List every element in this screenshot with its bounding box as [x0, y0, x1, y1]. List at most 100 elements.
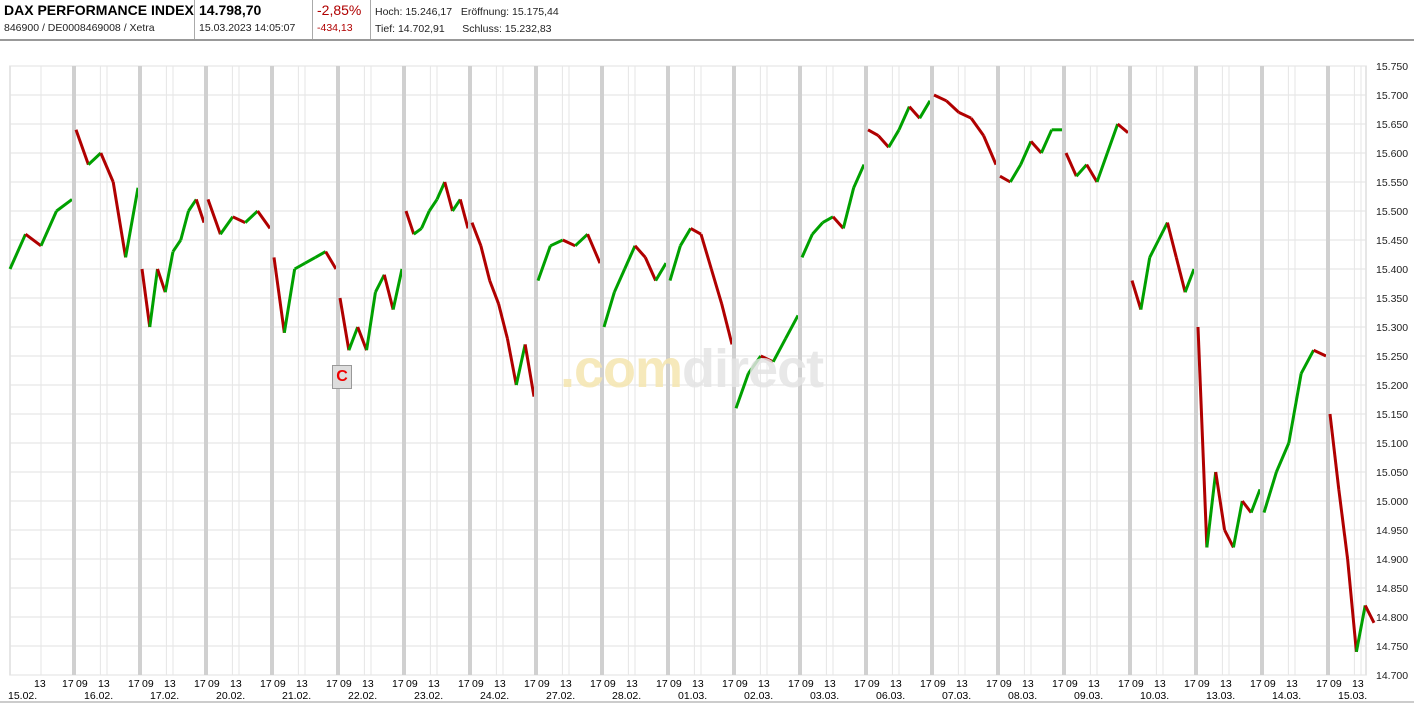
x-hour-label: 17 [1184, 678, 1196, 690]
x-date-label: 03.03. [810, 690, 839, 702]
y-tick-label: 15.250 [1376, 351, 1408, 363]
price-segment [586, 233, 602, 264]
y-tick-label: 14.750 [1376, 641, 1408, 653]
x-hour-label: 17 [458, 678, 470, 690]
x-hour-label: 13 [296, 678, 308, 690]
y-tick-label: 15.700 [1376, 90, 1408, 102]
price-segment [654, 262, 668, 282]
x-date-label: 15.02. [8, 690, 37, 702]
price-segment [887, 129, 901, 148]
price-segment [39, 210, 58, 247]
high-value: Hoch: 15.246,17 [375, 6, 453, 18]
y-tick-label: 15.550 [1376, 177, 1408, 189]
price-segment [877, 134, 890, 149]
price-segment [1075, 163, 1088, 178]
quote-header: DAX PERFORMANCE INDEX 846900 / DE0008469… [0, 0, 1414, 41]
price-segment [760, 354, 774, 364]
price-segment [148, 268, 159, 328]
price-segment [852, 163, 866, 189]
price-segment [1241, 500, 1253, 514]
x-hour-label: 17 [788, 678, 800, 690]
price-segment [171, 239, 182, 253]
x-hour-label: 13 [1022, 678, 1034, 690]
price-segment [293, 261, 306, 271]
x-hour-label: 13 [692, 678, 704, 690]
price-segment [470, 222, 483, 247]
price-segment [1183, 268, 1196, 293]
x-date-label: 07.03. [942, 690, 971, 702]
price-segment [602, 291, 616, 328]
price-segment [1205, 471, 1218, 548]
x-date-label: 02.03. [744, 690, 773, 702]
price-segment [958, 111, 972, 120]
price-segment [374, 274, 386, 293]
price-segment [969, 117, 985, 137]
x-hour-label: 09 [736, 678, 748, 690]
price-segment [1312, 348, 1327, 358]
price-segment [1328, 413, 1341, 490]
x-hour-label: 09 [406, 678, 418, 690]
price-segment [1085, 163, 1099, 183]
x-hour-label: 09 [1066, 678, 1078, 690]
price-segment [87, 151, 102, 166]
x-hour-label: 09 [934, 678, 946, 690]
x-date-label: 20.02. [216, 690, 245, 702]
y-tick-label: 14.800 [1376, 612, 1408, 624]
price-segment [1064, 152, 1078, 177]
price-segment [747, 355, 763, 375]
x-date-label: 10.03. [1140, 690, 1169, 702]
price-segment [1165, 222, 1178, 258]
x-hour-label: 09 [208, 678, 220, 690]
x-hour-label: 09 [670, 678, 682, 690]
x-date-label: 06.03. [876, 690, 905, 702]
y-tick-label: 15.750 [1376, 61, 1408, 73]
price-segment [497, 303, 509, 339]
last-price: 14.798,70 [199, 2, 262, 18]
x-hour-label: 17 [656, 678, 668, 690]
x-hour-label: 13 [560, 678, 572, 690]
price-segment [428, 198, 439, 212]
x-date-label: 21.02. [282, 690, 311, 702]
low-value: Tief: 14.702,91 [375, 23, 445, 35]
x-hour-label: 09 [142, 678, 154, 690]
price-segment [1275, 442, 1291, 473]
price-segment [347, 326, 360, 351]
y-tick-label: 15.500 [1376, 206, 1408, 218]
x-hour-label: 13 [1286, 678, 1298, 690]
open-value: Eröffnung: 15.175,44 [460, 6, 559, 18]
x-hour-label: 17 [1250, 678, 1262, 690]
x-hour-label: 09 [868, 678, 880, 690]
price-segment [668, 245, 682, 282]
price-segment [1337, 489, 1350, 560]
x-hour-label: 09 [802, 678, 814, 690]
price-segment [1287, 373, 1303, 444]
x-hour-label: 13 [758, 678, 770, 690]
y-tick-label: 15.300 [1376, 322, 1408, 334]
x-hour-label: 13 [1088, 678, 1100, 690]
price-segment [867, 128, 880, 137]
price-segment [771, 337, 787, 363]
x-date-label: 08.03. [1008, 690, 1037, 702]
price-segment [562, 238, 576, 248]
price-segment [140, 268, 152, 328]
price-segment [821, 215, 834, 224]
price-segment [505, 338, 518, 386]
price-segment [179, 210, 190, 241]
price-segment [800, 233, 814, 259]
x-hour-label: 17 [128, 678, 140, 690]
x-hour-label: 13 [34, 678, 46, 690]
price-segment [1196, 326, 1209, 548]
x-hour-label: 09 [1264, 678, 1276, 690]
price-segment [1214, 471, 1227, 531]
price-segment [1029, 140, 1043, 154]
price-segment [244, 209, 259, 224]
x-hour-label: 13 [362, 678, 374, 690]
price-segment [163, 251, 175, 293]
event-marker[interactable]: C [332, 365, 352, 389]
x-hour-label: 13 [1154, 678, 1166, 690]
price-segment [699, 233, 713, 270]
x-hour-label: 17 [986, 678, 998, 690]
x-hour-label: 13 [1220, 678, 1232, 690]
x-date-label: 01.03. [678, 690, 707, 702]
